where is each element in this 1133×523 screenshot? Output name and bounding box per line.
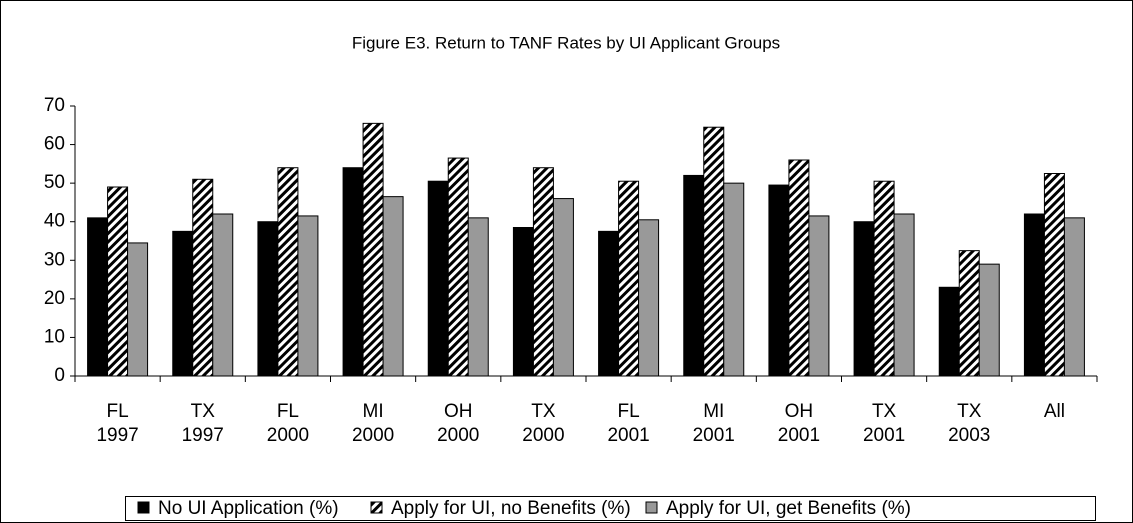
x-tick-label: TX 2003 <box>948 401 990 446</box>
bar <box>893 213 915 377</box>
bar <box>362 122 384 377</box>
x-tick-label: TX 2001 <box>863 401 905 446</box>
bar <box>382 196 404 377</box>
bar <box>107 186 129 377</box>
bar <box>512 227 534 377</box>
legend-label: Apply for UI, no Benefits (%) <box>391 498 631 519</box>
chart-title: Figure E3. Return to TANF Rates by UI Ap… <box>352 33 780 52</box>
legend-marker <box>137 501 150 514</box>
bar <box>87 217 109 377</box>
bar <box>853 221 875 377</box>
y-tick-label: 70 <box>44 95 65 116</box>
bar <box>447 157 469 377</box>
y-tick-label: 20 <box>44 288 65 309</box>
bar <box>552 198 574 377</box>
x-tick-label: TX 1997 <box>182 401 224 446</box>
bar <box>192 178 214 377</box>
bar <box>257 221 279 377</box>
x-tick-label: All <box>1044 401 1065 422</box>
x-tick-label: FL 2001 <box>607 401 649 446</box>
bar <box>703 126 725 377</box>
legend-label: Apply for UI, get Benefits (%) <box>666 498 911 519</box>
bar <box>212 213 234 377</box>
y-tick-label: 30 <box>44 249 65 270</box>
bar <box>297 215 319 377</box>
bar <box>427 180 449 377</box>
bar <box>958 250 980 377</box>
x-tick-label: MI 2000 <box>352 401 394 446</box>
legend-marker <box>370 501 383 514</box>
bar <box>532 167 554 377</box>
bar <box>683 174 705 377</box>
y-tick-label: 0 <box>54 365 65 386</box>
bar <box>723 182 745 377</box>
bar <box>618 180 640 377</box>
legend-marker <box>645 501 658 514</box>
bar <box>788 159 810 377</box>
bar <box>978 263 1000 377</box>
bar <box>768 184 790 377</box>
bar <box>638 219 660 377</box>
bar <box>127 242 149 377</box>
x-tick-label: TX 2000 <box>522 401 564 446</box>
legend-box <box>125 496 1096 521</box>
y-tick-label: 60 <box>44 134 65 155</box>
legend-label: No UI Application (%) <box>158 498 339 519</box>
bar <box>277 167 299 377</box>
bar <box>808 215 830 377</box>
x-tick-label: OH 2001 <box>778 401 820 446</box>
bar <box>1043 173 1065 377</box>
y-tick-label: 50 <box>44 172 65 193</box>
bar <box>598 230 620 377</box>
x-tick-label: MI 2001 <box>693 401 735 446</box>
bar <box>172 230 194 377</box>
x-tick-label: OH 2000 <box>437 401 479 446</box>
x-tick-label: FL 2000 <box>267 401 309 446</box>
y-tick-label: 40 <box>44 211 65 232</box>
bar <box>1063 217 1085 377</box>
bar <box>467 217 489 377</box>
x-tick-label: FL 1997 <box>96 401 138 446</box>
bar <box>873 180 895 377</box>
bar <box>1023 213 1045 377</box>
y-tick-label: 10 <box>44 326 65 347</box>
bar <box>342 167 364 377</box>
bar <box>938 286 960 377</box>
